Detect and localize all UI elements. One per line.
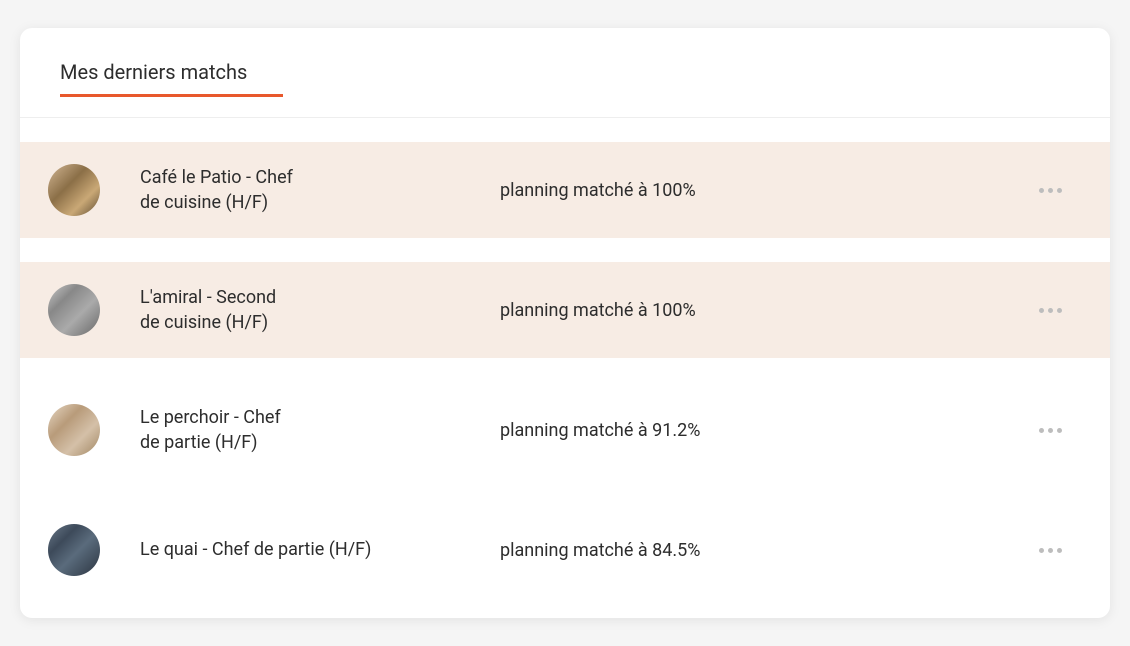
matches-card: Mes derniers matchs Café le Patio - Chef…	[20, 28, 1110, 618]
ellipsis-icon	[1039, 428, 1062, 433]
match-title-line2: de partie (H/F)	[140, 430, 500, 455]
card-title: Mes derniers matchs	[60, 60, 283, 97]
match-title-line1: Café le Patio - Chef	[140, 165, 500, 190]
row-spacer	[20, 478, 1110, 502]
match-row[interactable]: Café le Patio - Chefde cuisine (H/F)plan…	[20, 142, 1110, 238]
match-avatar	[48, 524, 100, 576]
match-percentage-text: planning matché à 91.2%	[500, 420, 1030, 441]
match-avatar	[48, 404, 100, 456]
match-title: L'amiral - Secondde cuisine (H/F)	[140, 285, 500, 335]
match-avatar	[48, 284, 100, 336]
match-title: Le perchoir - Chefde partie (H/F)	[140, 405, 500, 455]
match-avatar	[48, 164, 100, 216]
match-title-line1: Le perchoir - Chef	[140, 405, 500, 430]
match-title-line2: de cuisine (H/F)	[140, 190, 500, 215]
ellipsis-icon	[1039, 308, 1062, 313]
match-percentage-text: planning matché à 100%	[500, 300, 1030, 321]
match-row[interactable]: Le perchoir - Chefde partie (H/F)plannin…	[20, 382, 1110, 478]
spacer	[20, 118, 1110, 142]
ellipsis-icon	[1039, 548, 1062, 553]
match-title: Le quai - Chef de partie (H/F)	[140, 537, 500, 562]
more-actions-button[interactable]	[1030, 308, 1070, 313]
row-spacer	[20, 238, 1110, 262]
match-title-line1: L'amiral - Second	[140, 285, 500, 310]
row-spacer	[20, 358, 1110, 382]
match-percentage-text: planning matché à 100%	[500, 180, 1030, 201]
match-row[interactable]: L'amiral - Secondde cuisine (H/F)plannin…	[20, 262, 1110, 358]
more-actions-button[interactable]	[1030, 188, 1070, 193]
match-title-line1: Le quai - Chef de partie (H/F)	[140, 537, 500, 562]
match-title: Café le Patio - Chefde cuisine (H/F)	[140, 165, 500, 215]
match-title-line2: de cuisine (H/F)	[140, 310, 500, 335]
match-percentage-text: planning matché à 84.5%	[500, 540, 1030, 561]
ellipsis-icon	[1039, 188, 1062, 193]
rows-container: Café le Patio - Chefde cuisine (H/F)plan…	[20, 142, 1110, 598]
more-actions-button[interactable]	[1030, 428, 1070, 433]
more-actions-button[interactable]	[1030, 548, 1070, 553]
card-header: Mes derniers matchs	[20, 28, 1110, 117]
match-row[interactable]: Le quai - Chef de partie (H/F)planning m…	[20, 502, 1110, 598]
